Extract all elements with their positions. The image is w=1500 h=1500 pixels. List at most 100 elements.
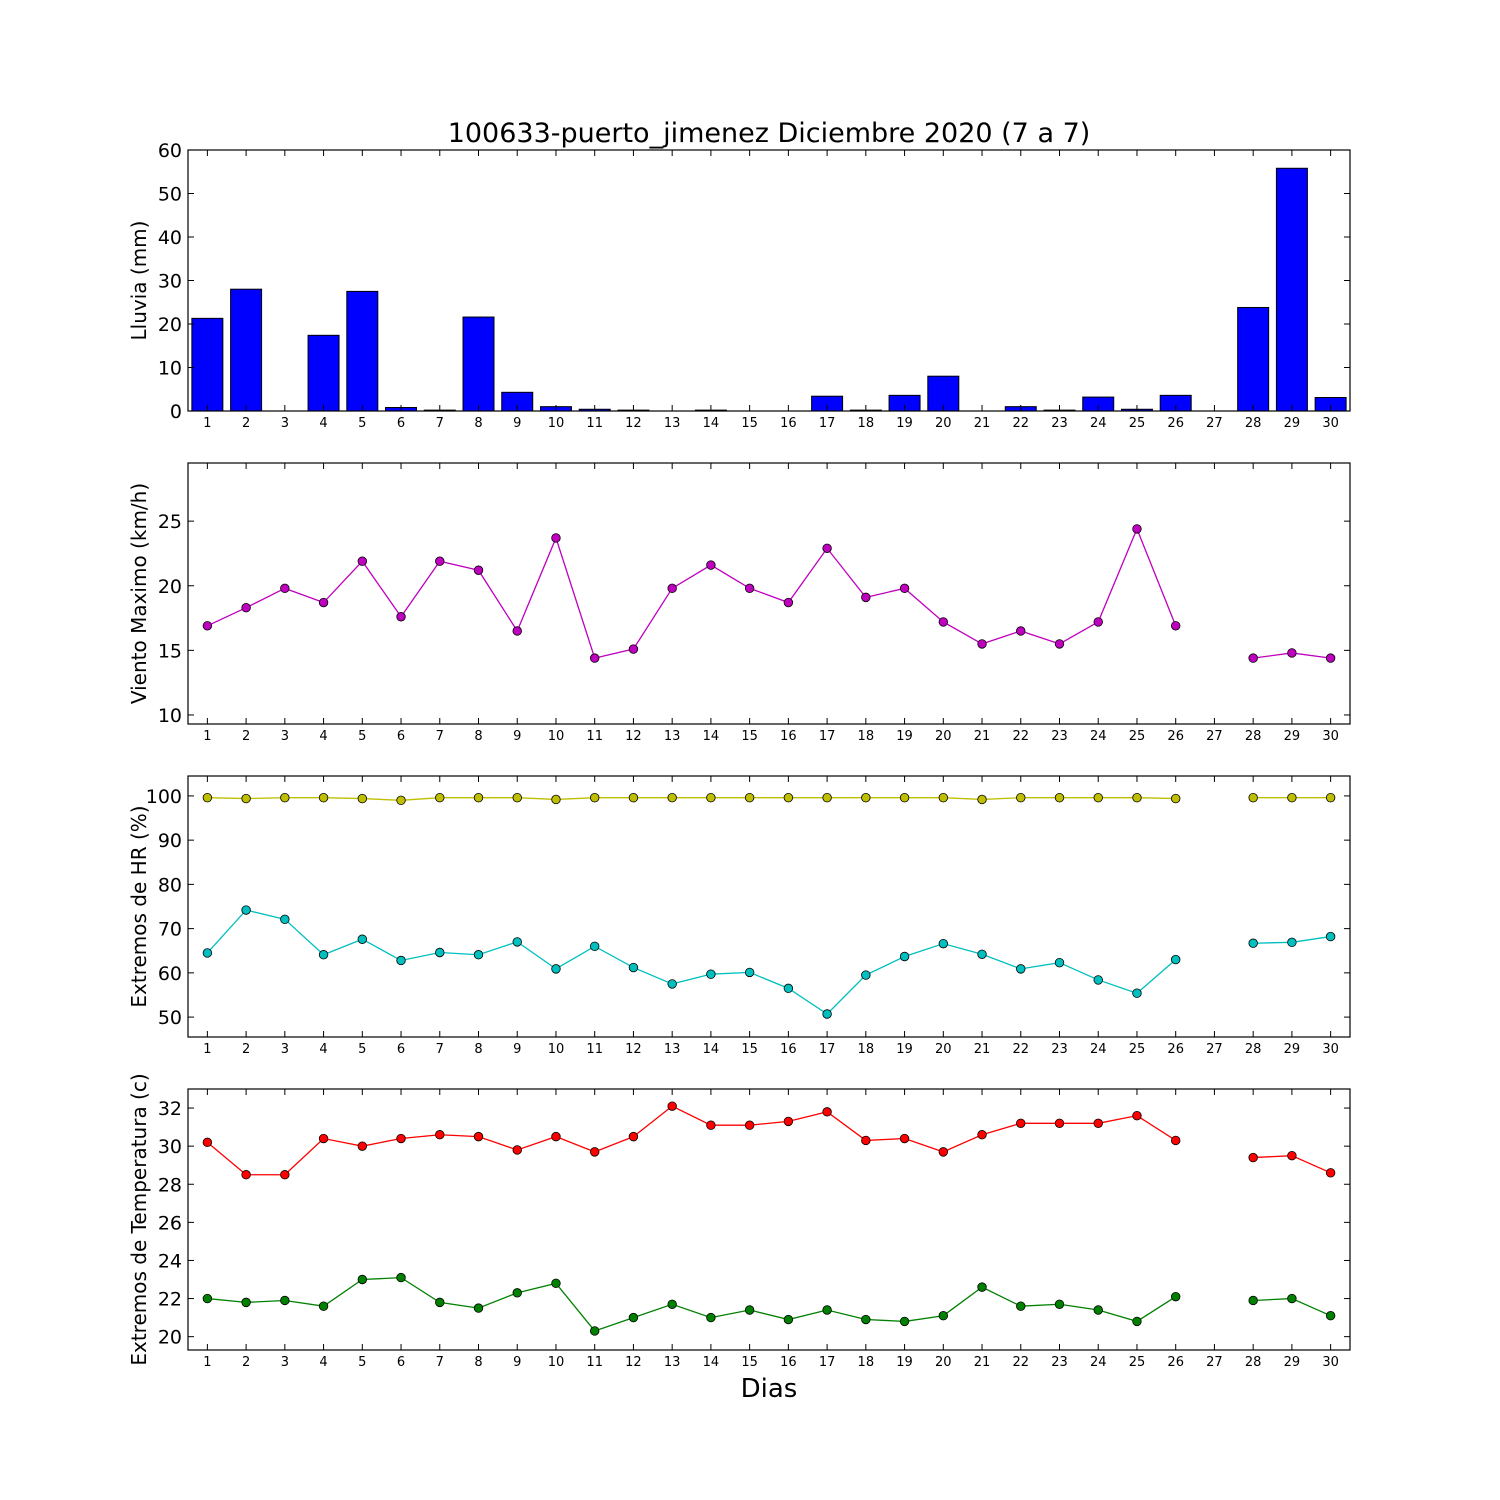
x-tick-label: 13 bbox=[664, 729, 681, 744]
point-series-2-day-2 bbox=[241, 905, 251, 915]
point-series-1-day-14 bbox=[706, 560, 716, 570]
y-tick-label: 50 bbox=[158, 1007, 182, 1029]
x-tick-label: 1 bbox=[203, 416, 211, 431]
x-tick-label: 21 bbox=[974, 1355, 991, 1370]
x-tick-label: 23 bbox=[1051, 1355, 1068, 1370]
point-series-1-day-25 bbox=[1132, 524, 1142, 534]
point-series-2-day-20 bbox=[938, 938, 949, 949]
x-tick-label: 29 bbox=[1284, 729, 1301, 744]
x-tick-label: 5 bbox=[358, 729, 366, 744]
point-series-1-day-20 bbox=[938, 617, 949, 627]
x-tick-label: 5 bbox=[358, 1042, 366, 1057]
x-tick-label: 27 bbox=[1206, 416, 1223, 431]
x-tick-label: 28 bbox=[1245, 729, 1262, 744]
x-tick-label: 29 bbox=[1284, 1355, 1301, 1370]
y-axis-label: Lluvia (mm) bbox=[127, 221, 151, 341]
point-series-1-day-18 bbox=[861, 592, 871, 603]
x-tick-label: 19 bbox=[896, 416, 913, 431]
y-axis-label: Extremos de Temperatura (c) bbox=[127, 1073, 151, 1365]
x-tick-label: 3 bbox=[281, 1355, 289, 1370]
y-tick-label: 22 bbox=[158, 1289, 182, 1311]
point-series-1-day-20 bbox=[938, 792, 949, 803]
point-series-1-day-26 bbox=[1170, 1135, 1181, 1146]
x-tick-label: 19 bbox=[896, 1042, 913, 1057]
point-series-1-day-13 bbox=[667, 583, 677, 594]
point-series-2-day-3 bbox=[280, 1295, 290, 1306]
point-series-1-day-24 bbox=[1093, 617, 1103, 627]
point-series-2-day-10 bbox=[551, 964, 561, 974]
x-tick-label: 20 bbox=[935, 416, 952, 431]
x-tick-label: 27 bbox=[1206, 1355, 1223, 1370]
x-tick-label: 1 bbox=[203, 729, 211, 744]
point-series-2-day-29 bbox=[1287, 937, 1297, 948]
x-tick-label: 6 bbox=[397, 1042, 405, 1057]
point-series-1-day-9 bbox=[512, 1145, 522, 1155]
x-tick-label: 17 bbox=[819, 416, 836, 431]
x-tick-label: 25 bbox=[1129, 1042, 1146, 1057]
y-tick-label: 26 bbox=[158, 1212, 182, 1234]
x-tick-label: 10 bbox=[548, 1042, 565, 1057]
x-tick-label: 9 bbox=[513, 416, 521, 431]
point-series-2-day-22 bbox=[1016, 1301, 1026, 1311]
x-axis-label: Dias bbox=[741, 1374, 798, 1404]
point-series-2-day-6 bbox=[396, 1272, 406, 1283]
point-series-2-day-24 bbox=[1093, 1305, 1103, 1315]
point-series-2-day-1 bbox=[202, 1293, 213, 1304]
point-series-1-day-16 bbox=[783, 1116, 794, 1127]
x-tick-label: 20 bbox=[935, 1355, 952, 1370]
y-tick-label: 60 bbox=[158, 963, 182, 985]
y-tick-label: 0 bbox=[170, 401, 182, 423]
x-tick-label: 30 bbox=[1322, 1042, 1339, 1057]
x-tick-label: 23 bbox=[1051, 729, 1068, 744]
point-series-1-day-1 bbox=[202, 621, 213, 631]
point-series-1-day-2 bbox=[241, 793, 251, 804]
x-tick-label: 6 bbox=[397, 729, 405, 744]
point-series-2-day-18 bbox=[861, 1314, 871, 1325]
point-series-2-day-9 bbox=[512, 937, 522, 947]
x-tick-label: 9 bbox=[513, 729, 521, 744]
point-series-1-day-29 bbox=[1287, 648, 1297, 658]
point-series-1-day-23 bbox=[1054, 792, 1065, 803]
point-series-1-day-28 bbox=[1248, 653, 1258, 663]
y-tick-label: 30 bbox=[158, 271, 182, 293]
y-tick-label: 40 bbox=[158, 227, 182, 249]
point-series-2-day-17 bbox=[822, 1305, 832, 1315]
x-tick-label: 4 bbox=[319, 729, 327, 744]
x-tick-label: 15 bbox=[741, 416, 758, 431]
series-1-line-1 bbox=[207, 797, 1176, 801]
point-series-2-day-21 bbox=[977, 949, 987, 959]
point-series-1-day-17 bbox=[822, 1107, 832, 1117]
x-tick-label: 25 bbox=[1129, 729, 1146, 744]
x-tick-label: 23 bbox=[1051, 1042, 1068, 1057]
x-tick-label: 30 bbox=[1322, 729, 1339, 744]
point-series-1-day-3 bbox=[280, 792, 290, 803]
x-tick-label: 25 bbox=[1129, 1355, 1146, 1370]
x-tick-label: 8 bbox=[474, 1355, 482, 1370]
point-series-1-day-30 bbox=[1325, 792, 1336, 803]
point-series-2-day-6 bbox=[396, 955, 406, 966]
y-tick-label: 20 bbox=[158, 576, 182, 598]
point-series-1-day-21 bbox=[977, 639, 987, 649]
series-1-line-1 bbox=[207, 527, 1177, 659]
bar-day-1 bbox=[191, 317, 224, 412]
point-series-2-day-14 bbox=[706, 1312, 716, 1323]
point-series-1-day-30 bbox=[1325, 653, 1336, 663]
x-tick-label: 21 bbox=[974, 416, 991, 431]
x-tick-label: 18 bbox=[858, 1355, 875, 1370]
x-tick-label: 2 bbox=[242, 416, 250, 431]
point-series-2-day-30 bbox=[1325, 931, 1336, 942]
x-tick-label: 17 bbox=[819, 729, 836, 744]
point-series-1-day-15 bbox=[744, 1120, 755, 1130]
series-2-line-1 bbox=[207, 1276, 1177, 1332]
x-tick-label: 20 bbox=[935, 729, 952, 744]
bar-day-5 bbox=[346, 290, 379, 412]
y-tick-label: 70 bbox=[158, 919, 182, 941]
x-tick-label: 2 bbox=[242, 729, 250, 744]
x-tick-label: 14 bbox=[703, 416, 720, 431]
x-tick-label: 16 bbox=[780, 729, 797, 744]
x-tick-label: 9 bbox=[513, 1042, 521, 1057]
point-series-1-day-22 bbox=[1016, 626, 1026, 636]
point-series-2-day-23 bbox=[1054, 957, 1065, 968]
point-series-2-day-4 bbox=[318, 1301, 329, 1311]
point-series-1-day-19 bbox=[899, 1133, 910, 1144]
